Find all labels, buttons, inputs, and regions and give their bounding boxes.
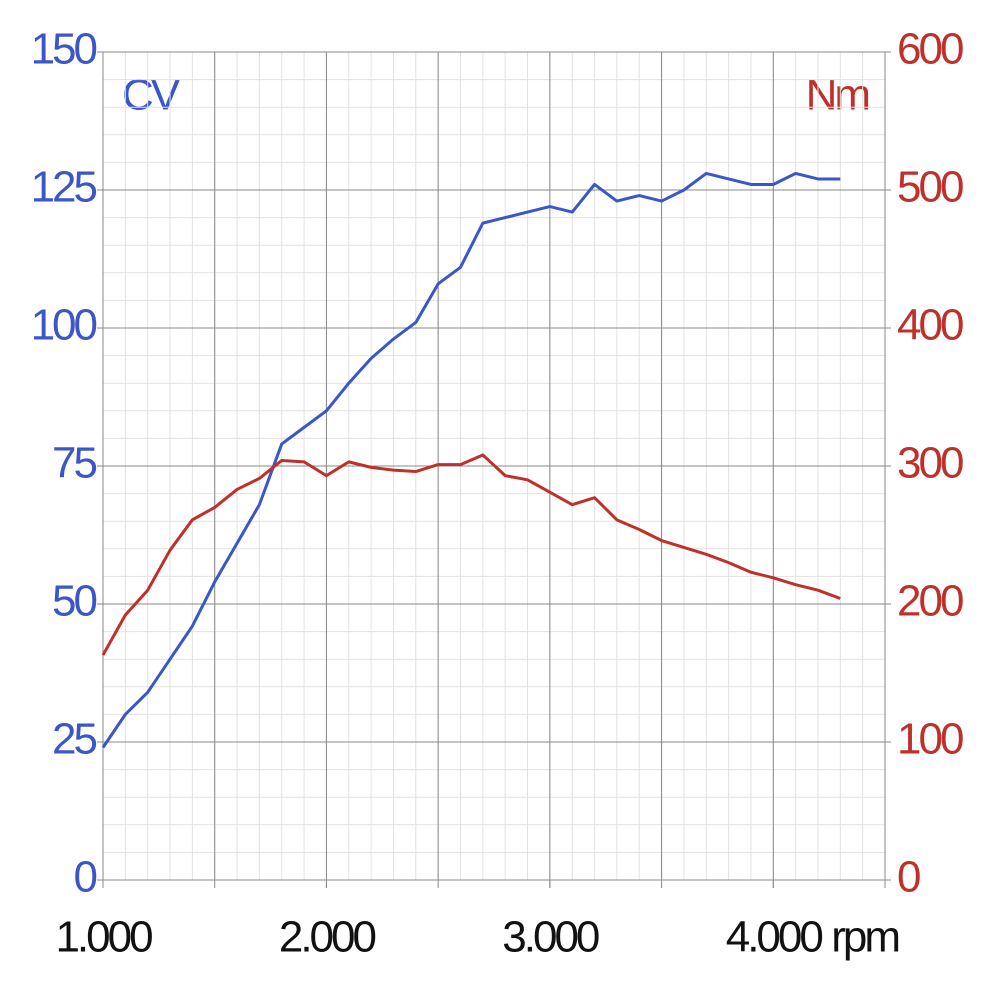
y-tick-label: 100 [31,301,97,350]
y-tick-label: 0 [74,853,97,902]
y2-tick-label: 600 [897,25,963,74]
plot-frame [102,51,886,881]
x-tick-label: 4.000 [726,913,823,962]
x-tick-label: 3.000 [502,913,599,962]
y2-axis-label: Nm [806,71,869,120]
y-tick-label: 125 [31,163,97,212]
y-tick-label: 50 [52,577,96,626]
x-tick-label: 1.000 [55,913,152,962]
x-tick-label: 2.000 [279,913,376,962]
y-tick-label: 75 [52,439,96,488]
y2-tick-label: 400 [897,301,963,350]
y-axis-label: CV [122,71,181,120]
series-line [101,171,841,749]
y-tick-label: 150 [31,25,97,74]
y2-tick-label: 500 [897,163,963,212]
y2-tick-label: 0 [897,853,920,902]
series-line [101,453,841,656]
y2-tick-label: 200 [897,577,963,626]
x-axis-label: rpm [831,913,898,962]
y2-tick-label: 300 [897,439,963,488]
y2-tick-label: 100 [897,715,963,764]
y-tick-label: 25 [52,715,96,764]
